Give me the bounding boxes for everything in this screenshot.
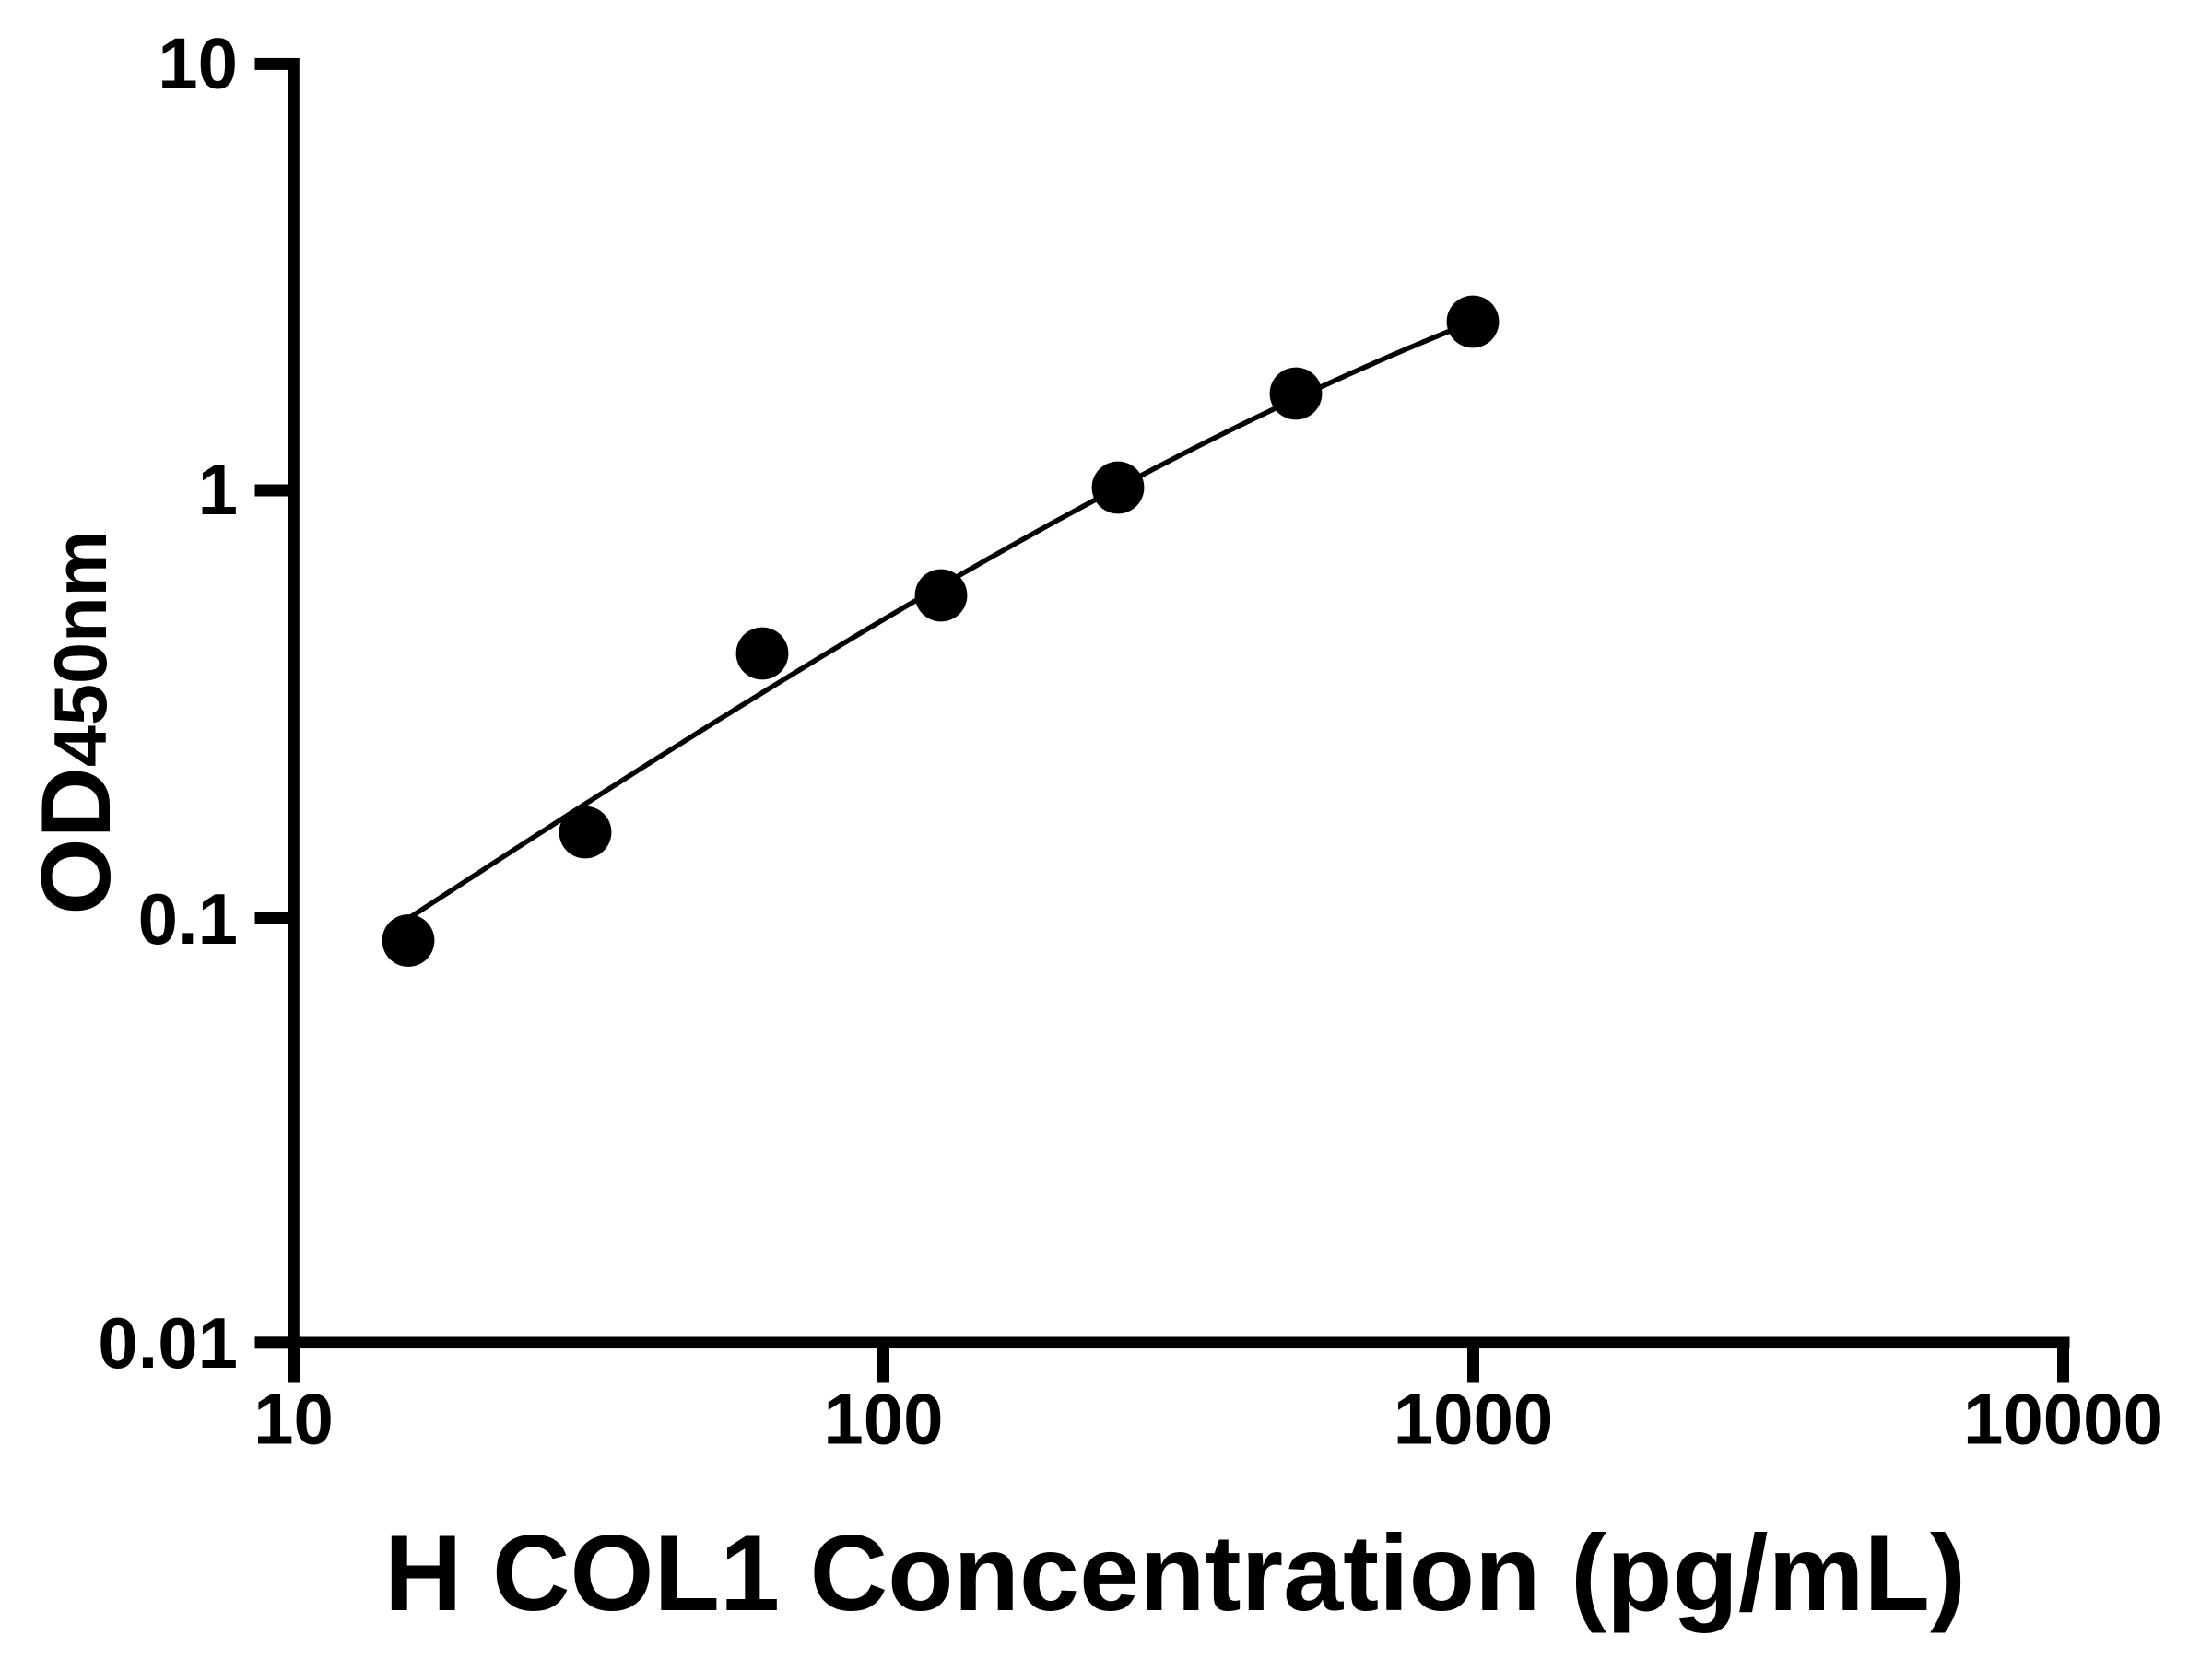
- svg-text:10000: 10000: [1963, 1378, 2163, 1459]
- svg-text:10: 10: [158, 23, 238, 104]
- svg-text:1: 1: [198, 449, 238, 530]
- svg-text:0.01: 0.01: [98, 1302, 238, 1383]
- svg-text:OD450nm: OD450nm: [20, 530, 131, 914]
- svg-text:10: 10: [253, 1378, 334, 1459]
- svg-text:0.1: 0.1: [138, 878, 238, 959]
- svg-text:1000: 1000: [1394, 1378, 1554, 1459]
- svg-text:100: 100: [823, 1378, 943, 1459]
- svg-text:H COL1 Concentration (pg/mL): H COL1 Concentration (pg/mL): [384, 1512, 1966, 1633]
